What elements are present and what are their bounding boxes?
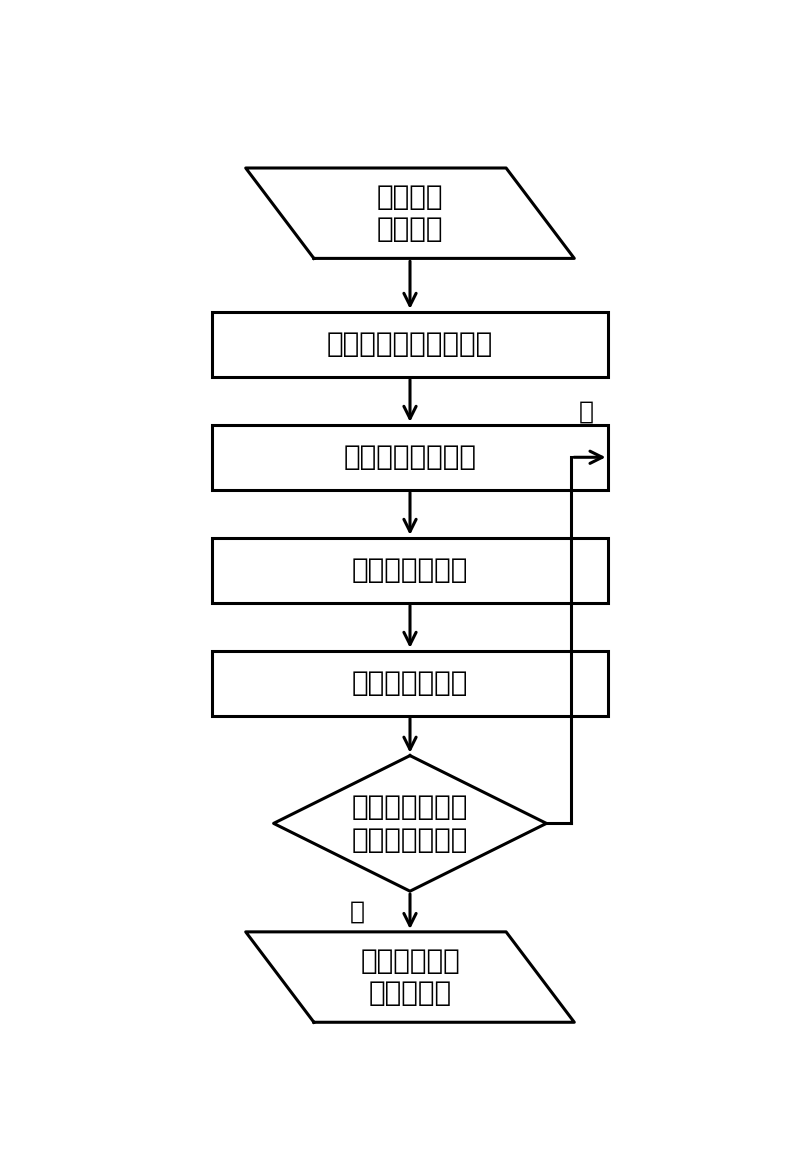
- Bar: [211, 538, 609, 602]
- Polygon shape: [274, 756, 546, 891]
- Polygon shape: [246, 168, 574, 258]
- Bar: [211, 650, 609, 716]
- Text: 计算等离子体温度: 计算等离子体温度: [343, 444, 477, 471]
- Text: 计算自吸收系数: 计算自吸收系数: [352, 556, 468, 585]
- Text: 为分析元素选择参考线: 为分析元素选择参考线: [327, 330, 493, 358]
- Bar: [211, 312, 609, 377]
- Text: 输入整个
光谱信息: 输入整个 光谱信息: [377, 183, 443, 243]
- Bar: [211, 425, 609, 490]
- Text: 否: 否: [579, 400, 594, 424]
- Polygon shape: [246, 932, 574, 1023]
- Text: 自吸收校正系数
达到设定精度？: 自吸收校正系数 达到设定精度？: [352, 794, 468, 853]
- Text: 是: 是: [350, 900, 365, 924]
- Text: 输出校正后的
光谱线强度: 输出校正后的 光谱线强度: [360, 947, 460, 1007]
- Text: 校正光谱线强度: 校正光谱线强度: [352, 669, 468, 697]
